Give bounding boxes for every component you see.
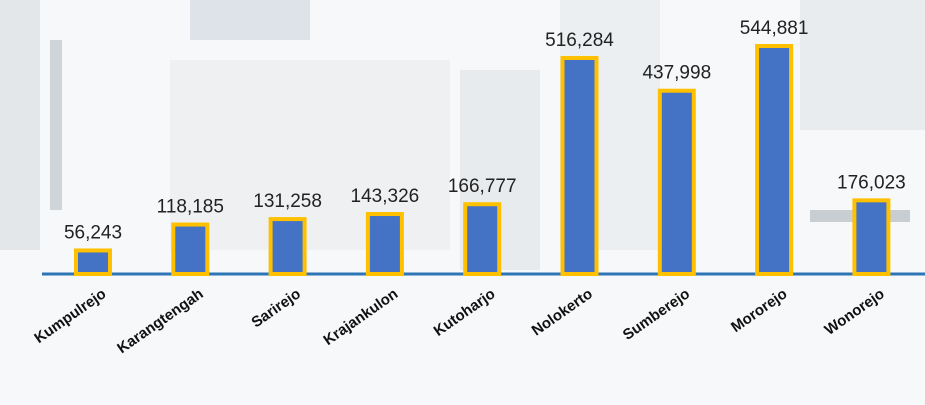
bar	[852, 198, 891, 276]
bar	[657, 88, 696, 276]
bar	[365, 212, 404, 277]
bar	[463, 202, 502, 276]
bar	[755, 44, 794, 276]
value-label: 437,998	[642, 63, 711, 84]
value-label: 143,326	[351, 186, 420, 207]
bar	[171, 222, 210, 277]
bar	[560, 55, 599, 277]
value-label: 176,023	[837, 172, 906, 193]
value-label: 56,243	[64, 222, 122, 243]
value-label: 131,258	[253, 191, 322, 212]
value-label: 166,777	[448, 176, 517, 197]
value-label: 544,881	[740, 18, 809, 39]
value-label: 118,185	[157, 197, 224, 218]
bar	[268, 217, 307, 276]
bar	[74, 248, 112, 277]
value-label: 516,284	[545, 30, 614, 51]
